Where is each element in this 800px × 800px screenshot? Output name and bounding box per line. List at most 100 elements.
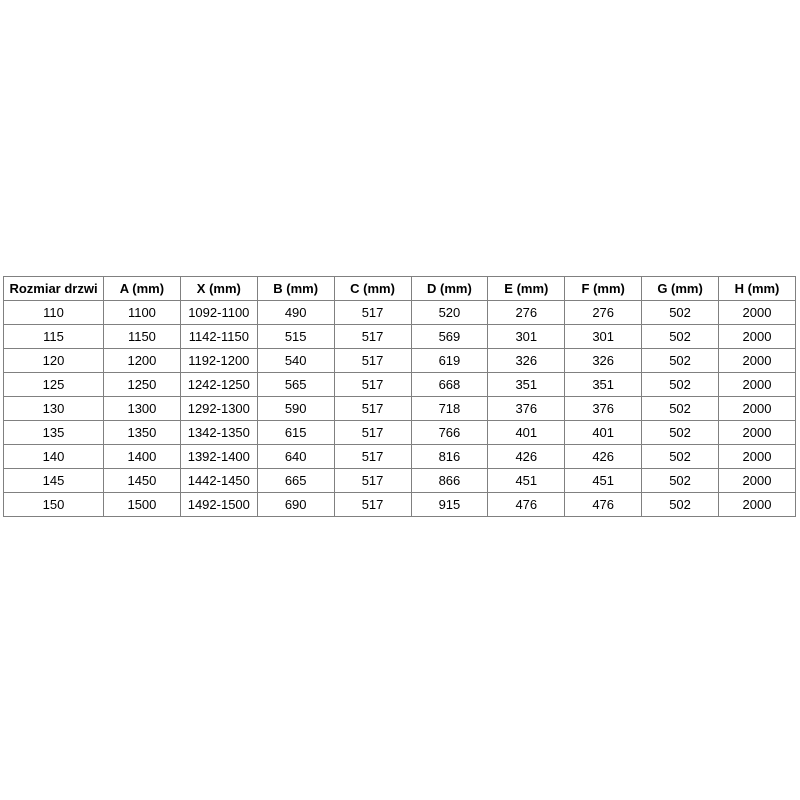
table-cell: 517 [333, 492, 412, 517]
table-cell: 502 [641, 300, 719, 325]
table-cell: 490 [256, 300, 335, 325]
table-cell: 140 [3, 444, 104, 469]
table-cell: 1350 [103, 420, 181, 445]
table-cell: 1292-1300 [179, 396, 258, 421]
table-body: 110 1100 1092-1100 490 517 520 276 276 5… [3, 300, 796, 517]
table-cell: 668 [410, 372, 489, 397]
table-cell: 517 [333, 372, 412, 397]
door-dimensions-table: Rozmiar drzwi A (mm) X (mm) B (mm) C (mm… [3, 276, 796, 517]
table-cell: 2000 [718, 444, 796, 469]
table-cell: 2000 [718, 396, 796, 421]
table-cell: 401 [487, 420, 566, 445]
table-cell: 1392-1400 [179, 444, 258, 469]
table-cell: 130 [3, 396, 104, 421]
table-cell: 502 [641, 468, 719, 493]
table-cell: 915 [410, 492, 489, 517]
table-cell: 502 [641, 348, 719, 373]
column-header-b-mm: B (mm) [256, 276, 335, 301]
table-cell: 1450 [103, 468, 181, 493]
table-cell: 517 [333, 300, 412, 325]
table-cell: 451 [487, 468, 566, 493]
table-cell: 520 [410, 300, 489, 325]
table-cell: 1242-1250 [179, 372, 258, 397]
table-cell: 502 [641, 372, 719, 397]
table-cell: 351 [564, 372, 643, 397]
table-cell: 1300 [103, 396, 181, 421]
table-cell: 2000 [718, 324, 796, 349]
table-header-row: Rozmiar drzwi A (mm) X (mm) B (mm) C (mm… [3, 276, 796, 301]
column-header-c-mm: C (mm) [333, 276, 412, 301]
table-cell: 376 [564, 396, 643, 421]
table-row: 150 1500 1492-1500 690 517 915 476 476 5… [3, 492, 796, 517]
table-cell: 615 [256, 420, 335, 445]
column-header-x-mm: X (mm) [179, 276, 258, 301]
table-cell: 376 [487, 396, 566, 421]
table-cell: 110 [3, 300, 104, 325]
column-header-g-mm: G (mm) [641, 276, 719, 301]
table-cell: 2000 [718, 300, 796, 325]
table-cell: 2000 [718, 372, 796, 397]
door-dimensions-table-wrapper: Rozmiar drzwi A (mm) X (mm) B (mm) C (mm… [3, 276, 796, 517]
table-cell: 476 [487, 492, 566, 517]
table-cell: 1092-1100 [179, 300, 258, 325]
table-cell: 451 [564, 468, 643, 493]
table-cell: 517 [333, 324, 412, 349]
table-cell: 326 [564, 348, 643, 373]
table-row: 130 1300 1292-1300 590 517 718 376 376 5… [3, 396, 796, 421]
table-cell: 1200 [103, 348, 181, 373]
table-cell: 502 [641, 492, 719, 517]
column-header-h-mm: H (mm) [718, 276, 796, 301]
table-cell: 351 [487, 372, 566, 397]
table-cell: 565 [256, 372, 335, 397]
table-cell: 1442-1450 [179, 468, 258, 493]
column-header-rozmiar-drzwi: Rozmiar drzwi [3, 276, 104, 301]
table-cell: 502 [641, 444, 719, 469]
table-row: 120 1200 1192-1200 540 517 619 326 326 5… [3, 348, 796, 373]
table-cell: 1192-1200 [179, 348, 258, 373]
column-header-f-mm: F (mm) [564, 276, 643, 301]
table-cell: 640 [256, 444, 335, 469]
table-cell: 1250 [103, 372, 181, 397]
table-cell: 718 [410, 396, 489, 421]
table-row: 135 1350 1342-1350 615 517 766 401 401 5… [3, 420, 796, 445]
table-cell: 515 [256, 324, 335, 349]
table-cell: 866 [410, 468, 489, 493]
table-cell: 502 [641, 324, 719, 349]
table-row: 140 1400 1392-1400 640 517 816 426 426 5… [3, 444, 796, 469]
table-cell: 1342-1350 [179, 420, 258, 445]
column-header-a-mm: A (mm) [103, 276, 181, 301]
table-cell: 301 [487, 324, 566, 349]
table-cell: 590 [256, 396, 335, 421]
table-cell: 125 [3, 372, 104, 397]
table-cell: 517 [333, 444, 412, 469]
table-row: 145 1450 1442-1450 665 517 866 451 451 5… [3, 468, 796, 493]
table-cell: 426 [487, 444, 566, 469]
table-cell: 816 [410, 444, 489, 469]
table-cell: 476 [564, 492, 643, 517]
table-cell: 766 [410, 420, 489, 445]
table-cell: 2000 [718, 420, 796, 445]
table-cell: 426 [564, 444, 643, 469]
table-cell: 502 [641, 420, 719, 445]
table-cell: 2000 [718, 468, 796, 493]
table-cell: 1400 [103, 444, 181, 469]
table-cell: 115 [3, 324, 104, 349]
table-cell: 326 [487, 348, 566, 373]
table-cell: 502 [641, 396, 719, 421]
table-cell: 517 [333, 468, 412, 493]
table-cell: 690 [256, 492, 335, 517]
table-cell: 120 [3, 348, 104, 373]
table-row: 110 1100 1092-1100 490 517 520 276 276 5… [3, 300, 796, 325]
column-header-e-mm: E (mm) [487, 276, 566, 301]
table-cell: 517 [333, 348, 412, 373]
table-cell: 150 [3, 492, 104, 517]
column-header-d-mm: D (mm) [410, 276, 489, 301]
table-cell: 135 [3, 420, 104, 445]
table-header: Rozmiar drzwi A (mm) X (mm) B (mm) C (mm… [3, 276, 796, 301]
table-cell: 517 [333, 420, 412, 445]
table-cell: 401 [564, 420, 643, 445]
table-cell: 1492-1500 [179, 492, 258, 517]
table-cell: 2000 [718, 348, 796, 373]
table-cell: 517 [333, 396, 412, 421]
table-cell: 1150 [103, 324, 181, 349]
